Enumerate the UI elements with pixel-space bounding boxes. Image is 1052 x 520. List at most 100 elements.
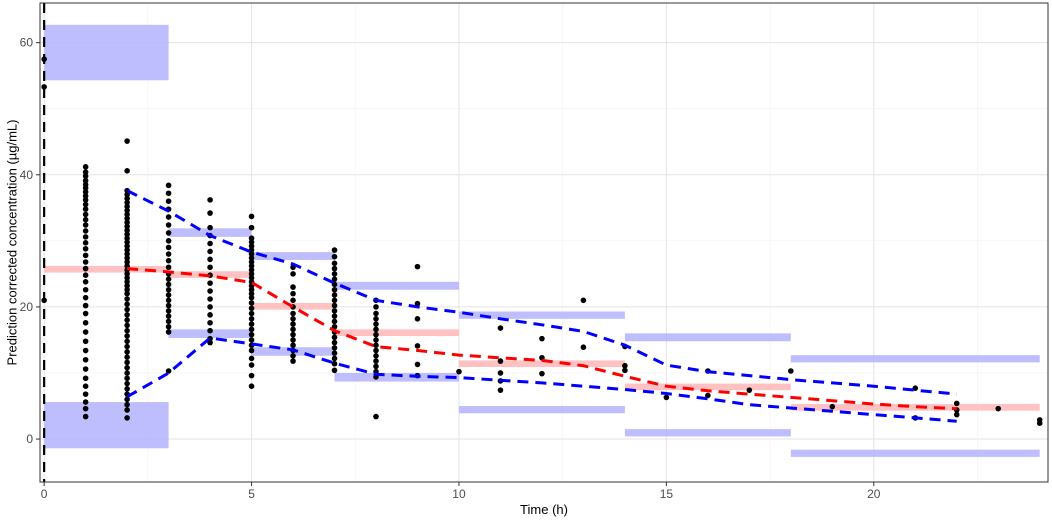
data-point xyxy=(165,318,172,325)
data-point xyxy=(248,347,255,354)
pi-upper-band xyxy=(44,24,169,81)
data-point xyxy=(248,383,255,390)
data-point xyxy=(1036,420,1043,426)
data-point xyxy=(207,296,213,302)
data-point xyxy=(82,245,89,252)
data-point xyxy=(165,308,172,314)
data-point xyxy=(373,321,379,327)
data-point xyxy=(82,206,89,212)
pi-median-band xyxy=(334,329,459,336)
data-point xyxy=(248,321,255,327)
data-point xyxy=(248,263,255,269)
data-point xyxy=(248,247,255,253)
data-point xyxy=(248,331,255,338)
data-point xyxy=(82,265,89,272)
pi-median-band xyxy=(44,265,169,273)
plot-frame xyxy=(39,2,1049,483)
data-point xyxy=(290,337,296,343)
data-point xyxy=(124,364,130,371)
data-point xyxy=(331,302,338,309)
data-point xyxy=(124,251,130,257)
data-point xyxy=(165,238,172,244)
data-point xyxy=(82,259,89,265)
data-point xyxy=(124,415,130,421)
data-point xyxy=(82,286,89,293)
data-point xyxy=(124,199,130,206)
data-point xyxy=(580,297,587,304)
data-point xyxy=(207,288,213,294)
pi-lower-band xyxy=(334,372,459,382)
data-point xyxy=(124,359,130,366)
data-point xyxy=(124,306,130,313)
data-point xyxy=(124,231,130,238)
data-point xyxy=(248,316,255,322)
data-point xyxy=(414,300,421,307)
data-point xyxy=(124,380,130,387)
data-point xyxy=(290,316,296,322)
data-point xyxy=(82,252,89,259)
data-point xyxy=(373,331,379,338)
data-point xyxy=(207,210,213,216)
data-point xyxy=(331,345,338,351)
data-point xyxy=(248,286,255,293)
pi-upper-band xyxy=(168,228,252,237)
data-point xyxy=(124,227,130,234)
data-point xyxy=(124,239,130,245)
data-point xyxy=(124,211,130,218)
data-point xyxy=(82,185,89,191)
y-tick-label: 0 xyxy=(26,432,33,446)
data-point xyxy=(165,329,172,335)
data-point xyxy=(331,253,338,260)
data-point xyxy=(82,294,89,301)
data-point xyxy=(290,353,296,359)
data-point xyxy=(165,222,172,228)
data-point xyxy=(248,267,255,273)
data-point xyxy=(331,286,338,293)
data-point xyxy=(414,361,421,368)
data-point xyxy=(165,264,172,271)
data-point xyxy=(373,304,379,310)
plot-border xyxy=(39,2,1049,483)
data-point xyxy=(165,281,172,288)
data-point xyxy=(82,169,89,175)
data-point xyxy=(82,391,89,397)
data-point xyxy=(124,271,130,277)
x-tick-label: 0 xyxy=(41,487,48,501)
data-point xyxy=(124,247,130,253)
data-point xyxy=(124,338,130,345)
data-point xyxy=(829,403,836,410)
data-point xyxy=(124,317,130,323)
data-point xyxy=(373,316,379,322)
pi-upper-band xyxy=(458,311,625,319)
pi-upper-band xyxy=(790,355,1040,363)
x-tick-label: 15 xyxy=(660,487,674,501)
pi-lower-band xyxy=(790,449,1040,457)
data-point xyxy=(124,375,130,382)
data-point xyxy=(124,255,130,261)
data-point xyxy=(373,358,379,364)
pi-median-band xyxy=(624,383,791,391)
data-point xyxy=(663,394,670,401)
data-point xyxy=(331,367,338,374)
observed-median-line xyxy=(126,267,957,411)
x-tick-label: 20 xyxy=(867,487,881,501)
data-point xyxy=(124,282,130,289)
data-point xyxy=(331,339,338,346)
data-point xyxy=(124,327,130,334)
data-point xyxy=(414,343,421,349)
data-point xyxy=(331,297,338,304)
data-point xyxy=(82,164,89,170)
y-tick-label: 40 xyxy=(20,168,34,182)
data-point xyxy=(82,302,89,309)
data-point xyxy=(248,310,255,317)
data-point xyxy=(82,310,89,317)
data-point xyxy=(124,235,130,242)
data-point xyxy=(124,343,130,350)
data-point xyxy=(124,286,130,293)
data-point xyxy=(248,290,255,297)
data-point xyxy=(165,302,172,309)
data-point xyxy=(207,319,213,326)
data-point xyxy=(124,370,130,376)
data-point xyxy=(497,325,504,331)
